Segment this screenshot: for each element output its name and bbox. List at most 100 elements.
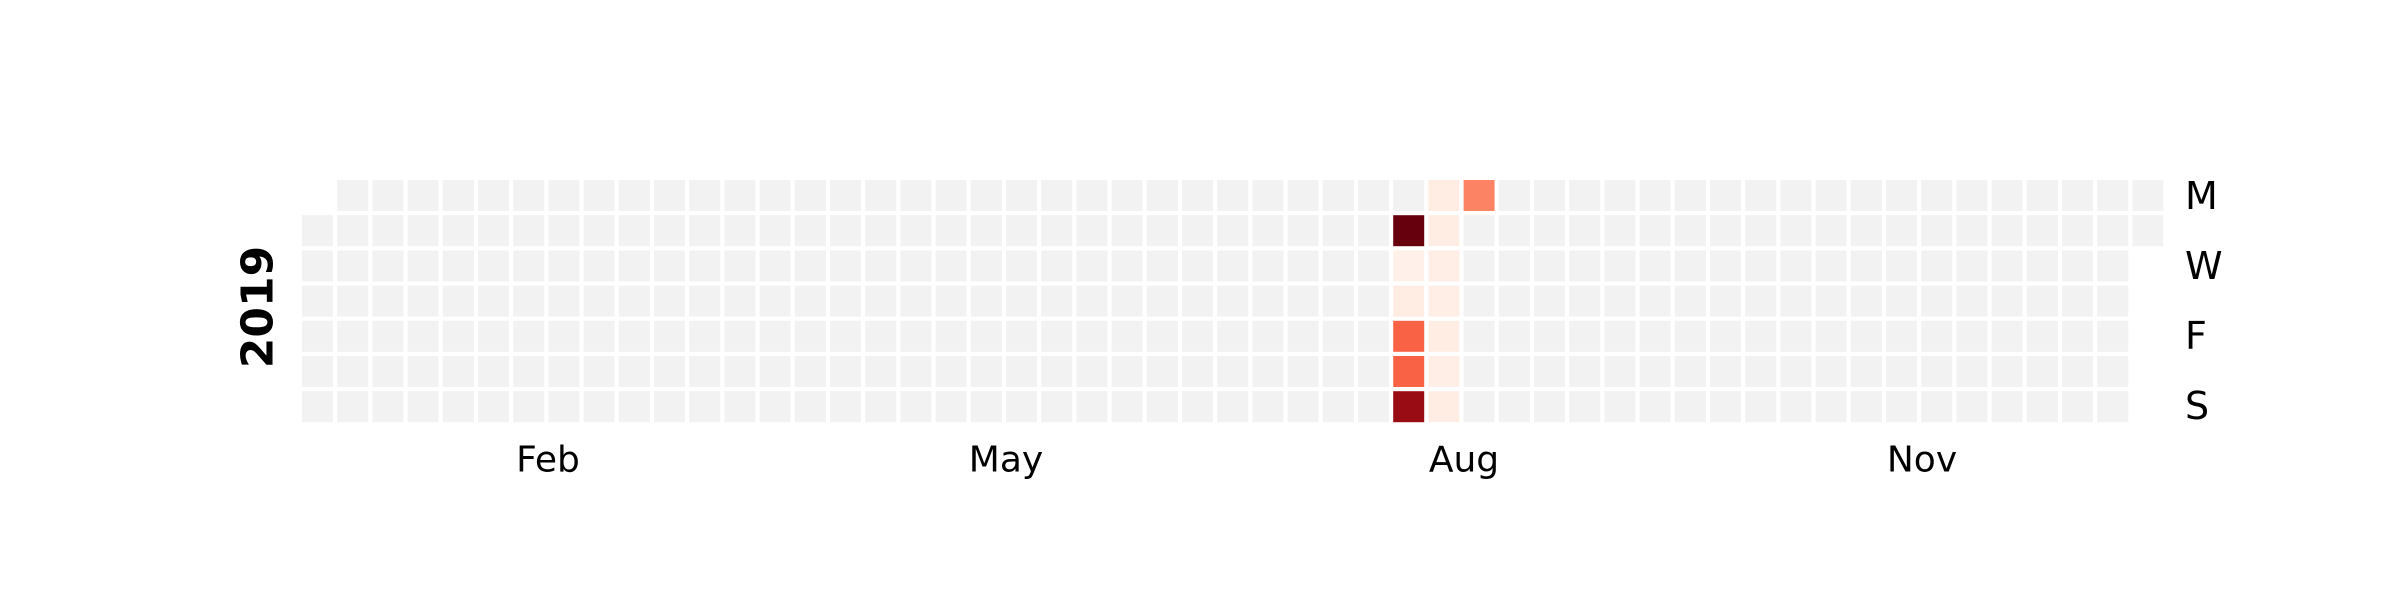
- heatmap-cell-2019-07-29: [1358, 180, 1389, 211]
- heatmap-cell-2019-03-11: [654, 180, 685, 211]
- heatmap-cell-2019-12-23: [2097, 180, 2129, 211]
- heatmap-cell-2019-10-13: [1710, 391, 1741, 423]
- heatmap-cell-2019-01-09: [337, 250, 369, 282]
- heatmap-cell-2019-10-14: [1745, 180, 1777, 211]
- heatmap-cell-2019-03-16: [654, 356, 685, 387]
- heatmap-cell-2019-07-30: [1358, 215, 1389, 247]
- heatmap-cell-2019-10-26: [1780, 356, 1812, 387]
- heatmap-cell-2019-05-19: [970, 391, 1002, 423]
- heatmap-cell-2019-03-30: [724, 356, 756, 387]
- heatmap-cell-2019-06-30: [1182, 391, 1213, 423]
- heatmap-cell-2019-04-30: [900, 215, 932, 247]
- heatmap-cell-2019-01-11: [337, 320, 369, 352]
- heatmap-cell-2019-06-05: [1076, 250, 1108, 282]
- heatmap-cell-2019-06-25: [1182, 215, 1213, 247]
- heatmap-cell-2019-07-23: [1322, 215, 1354, 247]
- heatmap-cell-2019-10-21: [1780, 180, 1812, 211]
- heatmap-cell-2019-09-02: [1534, 180, 1565, 211]
- heatmap-cell-2019-04-05: [759, 320, 791, 352]
- heatmap-cell-2019-04-11: [794, 285, 826, 317]
- heatmap-cell-2019-06-26: [1182, 250, 1213, 282]
- heatmap-cell-2019-06-22: [1146, 356, 1178, 387]
- heatmap-cell-2019-04-20: [830, 356, 861, 387]
- heatmap-cell-2019-06-21: [1146, 320, 1178, 352]
- heatmap-cell-2019-11-29: [1956, 320, 1988, 352]
- heatmap-cell-2019-06-16: [1111, 391, 1143, 423]
- heatmap-cell-2019-10-09: [1710, 250, 1741, 282]
- heatmap-cell-2019-05-25: [1006, 356, 1037, 387]
- heatmap-cell-2019-03-27: [724, 250, 756, 282]
- heatmap-cell-2019-03-06: [618, 250, 650, 282]
- heatmap-cell-2019-12-31: [2132, 215, 2164, 247]
- heatmap-cell-2019-07-05: [1217, 320, 1249, 352]
- heatmap-cell-2019-03-14: [654, 285, 685, 317]
- heatmap-cell-2019-04-19: [830, 320, 861, 352]
- heatmap-cell-2019-05-16: [970, 285, 1002, 317]
- heatmap-cell-2019-05-09: [935, 285, 967, 317]
- heatmap-cell-2019-04-23: [865, 215, 897, 247]
- heatmap-cell-2019-07-18: [1287, 285, 1319, 317]
- heatmap-cell-2019-08-05: [1393, 180, 1425, 211]
- heatmap-cell-2019-01-07: [337, 180, 369, 211]
- heatmap-cell-2019-03-29: [724, 320, 756, 352]
- heatmap-cell-2019-07-22: [1322, 180, 1354, 211]
- heatmap-cell-2019-12-06: [1991, 320, 2023, 352]
- heatmap-cell-2019-04-02: [759, 215, 791, 247]
- heatmap-cell-2019-01-15: [372, 215, 404, 247]
- heatmap-cell-2019-08-09: [1393, 320, 1425, 352]
- heatmap-cell-2019-08-30: [1498, 320, 1530, 352]
- weekday-label-monday: M: [2185, 174, 2218, 218]
- heatmap-cell-2019-10-07: [1710, 180, 1741, 211]
- heatmap-cell-2019-02-21: [548, 285, 580, 317]
- heatmap-cell-2019-04-04: [759, 285, 791, 317]
- heatmap-cell-2019-03-20: [689, 250, 721, 282]
- heatmap-cell-2019-01-22: [407, 215, 439, 247]
- weekday-label-wednesday: W: [2185, 244, 2223, 288]
- heatmap-cell-2019-08-17: [1428, 356, 1460, 387]
- heatmap-cell-2019-10-10: [1710, 285, 1741, 317]
- heatmap-cell-2019-11-28: [1956, 285, 1988, 317]
- heatmap-cell-2019-10-11: [1710, 320, 1741, 352]
- heatmap-cell-2019-09-16: [1604, 180, 1636, 211]
- heatmap-cell-2019-08-23: [1463, 320, 1495, 352]
- heatmap-cell-2019-03-01: [583, 320, 615, 352]
- heatmap-cell-2019-06-01: [1041, 356, 1073, 387]
- heatmap-cell-2019-07-17: [1287, 250, 1319, 282]
- heatmap-cell-2019-04-07: [759, 391, 791, 423]
- heatmap-cell-2019-12-16: [2062, 180, 2093, 211]
- heatmap-cell-2019-08-15: [1428, 285, 1460, 317]
- heatmap-cell-2019-10-18: [1745, 320, 1777, 352]
- heatmap-cell-2019-02-05: [478, 215, 509, 247]
- heatmap-cell-2019-02-03: [442, 391, 474, 423]
- heatmap-cell-2019-04-18: [830, 285, 861, 317]
- heatmap-cell-2019-08-31: [1498, 356, 1530, 387]
- heatmap-cell-2019-12-01: [1956, 391, 1988, 423]
- heatmap-cell-2019-11-13: [1886, 250, 1917, 282]
- heatmap-cell-2019-09-15: [1569, 391, 1601, 423]
- heatmap-cell-2019-11-24: [1921, 391, 1953, 423]
- heatmap-cell-2019-07-09: [1252, 215, 1284, 247]
- heatmap-cell-2019-07-12: [1252, 320, 1284, 352]
- heatmap-cell-2019-12-26: [2097, 285, 2129, 317]
- heatmap-cell-2019-03-19: [689, 215, 721, 247]
- heatmap-cell-2019-02-12: [513, 215, 545, 247]
- heatmap-cell-2019-11-20: [1921, 250, 1953, 282]
- heatmap-cell-2019-08-18: [1428, 391, 1460, 423]
- heatmap-cell-2019-09-18: [1604, 250, 1636, 282]
- heatmap-cell-2019-05-08: [935, 250, 967, 282]
- heatmap-cell-2019-03-22: [689, 320, 721, 352]
- heatmap-cell-2019-08-25: [1463, 391, 1495, 423]
- heatmap-cell-2019-08-29: [1498, 285, 1530, 317]
- weekday-label-friday: F: [2185, 314, 2207, 358]
- heatmap-cell-2019-01-31: [442, 285, 474, 317]
- heatmap-cell-2019-06-23: [1146, 391, 1178, 423]
- heatmap-cell-2019-06-18: [1146, 215, 1178, 247]
- heatmap-cell-2019-05-27: [1041, 180, 1073, 211]
- heatmap-cell-2019-11-22: [1921, 320, 1953, 352]
- heatmap-cell-2019-11-08: [1850, 320, 1882, 352]
- heatmap-cell-2019-11-14: [1886, 285, 1917, 317]
- heatmap-cell-2019-10-02: [1674, 250, 1706, 282]
- heatmap-cell-2019-12-13: [2026, 320, 2058, 352]
- heatmap-cell-2019-10-30: [1815, 250, 1847, 282]
- heatmap-cell-2019-10-03: [1674, 285, 1706, 317]
